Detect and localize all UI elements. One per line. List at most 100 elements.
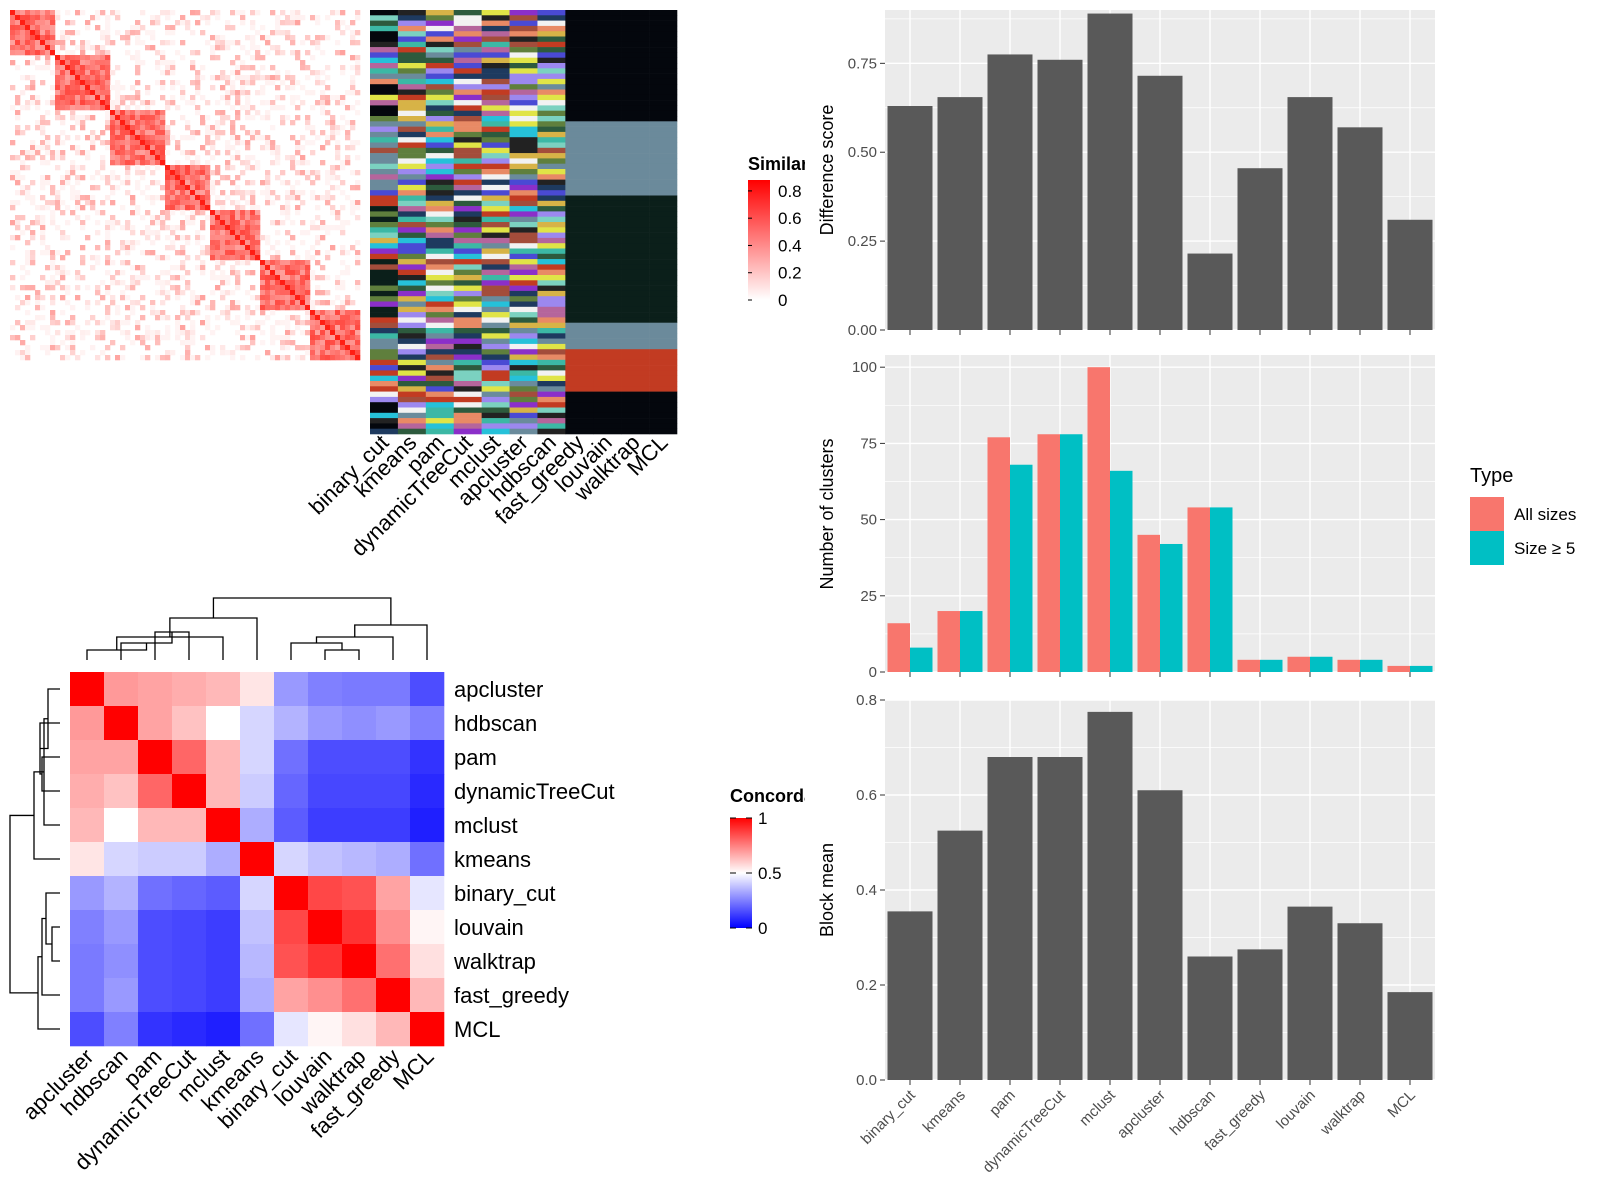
similarity-cell xyxy=(315,45,321,51)
similarity-cell xyxy=(275,15,281,21)
similarity-cell xyxy=(105,60,111,66)
annotation-cell xyxy=(425,195,455,202)
annotation-cell xyxy=(593,301,622,308)
similarity-cell xyxy=(325,135,331,141)
similarity-cell xyxy=(40,130,46,136)
similarity-cell xyxy=(260,100,266,106)
similarity-cell xyxy=(205,325,211,331)
concordance-cell xyxy=(274,740,309,775)
similarity-cell xyxy=(245,35,251,41)
similarity-cell xyxy=(245,255,251,261)
similarity-cell xyxy=(125,95,131,101)
similarity-cell xyxy=(280,115,286,121)
similarity-cell xyxy=(235,270,241,276)
similarity-cell xyxy=(205,170,211,176)
annotation-cell xyxy=(481,354,510,361)
similarity-cell xyxy=(145,135,151,141)
x-tick-label: apcluster xyxy=(1114,1087,1169,1142)
similarity-cell xyxy=(30,235,36,241)
annotation-cell xyxy=(621,365,650,371)
similarity-cell xyxy=(270,310,276,316)
similarity-cell xyxy=(255,355,261,361)
similarity-cell xyxy=(260,320,266,326)
similarity-cell xyxy=(255,165,261,171)
annotation-cell xyxy=(649,328,678,334)
similarity-cell xyxy=(105,140,111,146)
similarity-cell xyxy=(240,225,246,231)
annotation-cell xyxy=(621,110,650,117)
similarity-cell xyxy=(25,260,31,266)
similarity-cell xyxy=(155,15,161,21)
concordance-cell xyxy=(104,672,139,707)
annotation-cell xyxy=(453,116,482,122)
annotation-cell xyxy=(453,89,482,96)
similarity-cell xyxy=(50,50,56,56)
similarity-cell xyxy=(245,165,251,171)
similarity-cell xyxy=(175,330,181,336)
similarity-cell xyxy=(85,200,91,206)
similarity-cell xyxy=(295,10,301,16)
similarity-cell xyxy=(215,215,221,221)
annotation-cell xyxy=(565,428,594,435)
annotation-cell xyxy=(621,343,650,350)
annotation-cell xyxy=(425,153,455,159)
similarity-cell xyxy=(90,45,96,51)
annotation-cell xyxy=(621,259,650,265)
similarity-cell xyxy=(200,115,206,121)
annotation-cell xyxy=(509,269,538,276)
x-tick-label: pam xyxy=(986,1087,1019,1120)
similarity-cell xyxy=(320,330,326,336)
bar xyxy=(960,611,983,672)
similarity-cell xyxy=(55,105,61,111)
similarity-cell xyxy=(110,155,116,161)
similarity-cell xyxy=(165,290,171,296)
similarity-cell xyxy=(185,280,191,286)
annotation-cell xyxy=(621,100,650,106)
concordance-cell xyxy=(206,910,241,945)
annotation-cell xyxy=(593,110,622,117)
similarity-cell xyxy=(275,300,281,306)
annotation-cell xyxy=(453,36,482,43)
annotation-cell xyxy=(370,158,399,164)
similarity-cell xyxy=(55,10,61,16)
similarity-cell xyxy=(280,300,286,306)
similarity-cell xyxy=(265,270,271,276)
similarity-cell xyxy=(160,215,166,221)
similarity-cell xyxy=(325,340,331,346)
annotation-cell xyxy=(509,322,538,329)
concordance-cell xyxy=(342,842,377,877)
similarity-cell xyxy=(75,100,81,106)
similarity-cell xyxy=(260,35,266,41)
similarity-cell xyxy=(30,195,36,201)
annotation-cell xyxy=(425,386,455,392)
annotation-cell xyxy=(593,306,622,313)
similarity-cell xyxy=(105,245,111,251)
annotation-cell xyxy=(593,179,622,186)
similarity-cell xyxy=(335,95,341,101)
similarity-cell xyxy=(200,220,206,226)
annotation-cell xyxy=(509,153,538,159)
similarity-cell xyxy=(215,130,221,136)
similarity-cell xyxy=(95,90,101,96)
annotation-cell xyxy=(453,290,482,297)
bar xyxy=(1137,75,1183,331)
similarity-cell xyxy=(255,245,261,251)
similarity-cell xyxy=(225,165,231,171)
similarity-cell xyxy=(285,205,291,211)
similarity-cell xyxy=(265,115,271,121)
similarity-cell xyxy=(115,115,121,121)
similarity-cell xyxy=(100,280,106,286)
annotation-cell xyxy=(481,100,510,106)
annotation-cell xyxy=(593,343,622,350)
similarity-cell xyxy=(55,165,61,171)
similarity-cell xyxy=(50,35,56,41)
annotation-cell xyxy=(537,147,566,154)
similarity-cell xyxy=(125,160,131,166)
annotation-cell xyxy=(453,158,482,164)
similarity-cell xyxy=(125,135,131,141)
similarity-cell xyxy=(225,195,231,201)
similarity-cell xyxy=(45,150,51,156)
annotation-cell xyxy=(397,333,427,339)
similarity-heatmap-panel: binary_cutkmeanspamdynamicTreeCutmclusta… xyxy=(10,10,805,561)
similarity-cell xyxy=(185,195,191,201)
